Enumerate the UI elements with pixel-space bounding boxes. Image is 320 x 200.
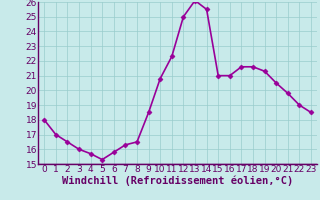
- X-axis label: Windchill (Refroidissement éolien,°C): Windchill (Refroidissement éolien,°C): [62, 176, 293, 186]
